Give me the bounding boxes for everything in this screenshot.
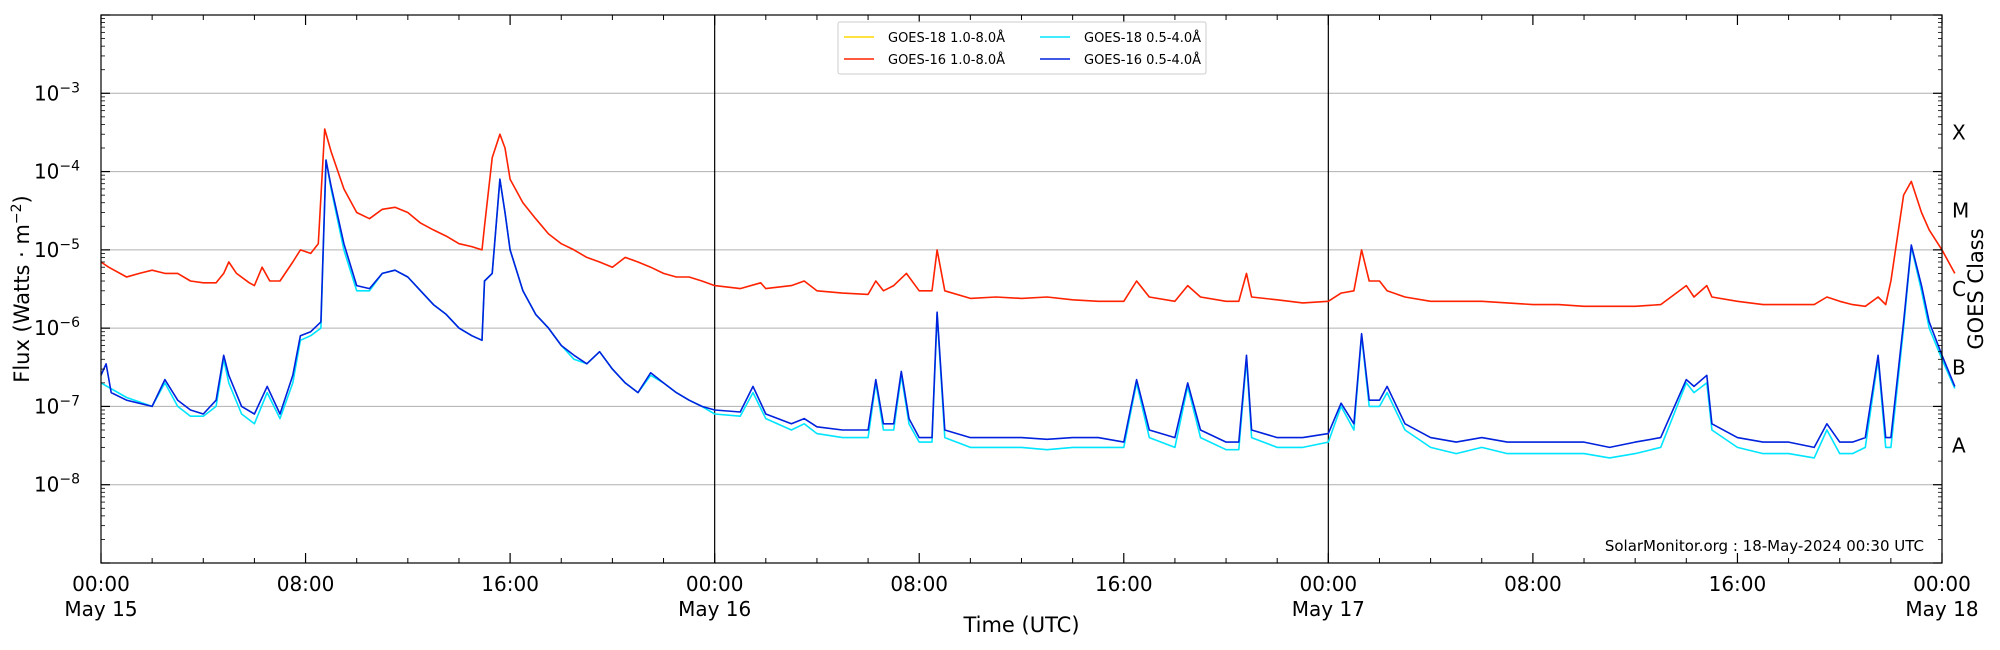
y-tick-label: 10−8	[34, 472, 80, 497]
legend-label: GOES-16 0.5-4.0Å	[1084, 52, 1201, 68]
x-tick-label: 08:00	[1504, 572, 1562, 596]
y-tick-label-base: 10	[34, 316, 59, 340]
y-tick-label-base: 10	[34, 238, 59, 262]
y-tick-label-base: 10	[34, 473, 59, 497]
y-tick-label-exponent: −7	[59, 393, 80, 409]
goes-class-label: B	[1952, 355, 1966, 379]
y-axis-title-close: )	[10, 195, 34, 203]
goes-class-labels: A B C M X	[1952, 120, 1969, 457]
goes-class-label: A	[1952, 434, 1966, 458]
y-tick-label-base: 10	[34, 160, 59, 184]
series-line	[100, 159, 1956, 449]
y-axis-title-main: Flux (Watts · m	[10, 224, 34, 383]
legend-label: GOES-18 0.5-4.0Å	[1084, 30, 1201, 46]
legend-label: GOES-16 1.0-8.0Å	[888, 52, 1005, 68]
y-tick-label-exponent: −8	[59, 472, 80, 488]
x-tick-label: 08:00	[890, 572, 948, 596]
y-tick-label-exponent: −6	[59, 315, 80, 331]
x-tick-label: 16:00	[1095, 572, 1153, 596]
y-tick-label-exponent: −5	[59, 237, 80, 253]
legend-box	[837, 21, 1207, 75]
x-tick-label: 00:00	[72, 572, 130, 596]
y-axis-title-exponent: −2	[9, 203, 25, 224]
y-tick-label-exponent: −3	[59, 80, 80, 96]
x-tick-label: 00:00	[686, 572, 744, 596]
y-axis-title: Flux (Watts · m−2)	[9, 195, 34, 383]
credit-text: SolarMonitor.org : 18-May-2024 00:30 UTC	[1605, 537, 1924, 555]
x-tick-date-label: May 17	[1292, 597, 1365, 621]
y-tick-label: 10−3	[34, 80, 80, 105]
x-tick-date-label: May 15	[64, 597, 137, 621]
series-lines	[100, 128, 1956, 459]
legend: GOES-18 1.0-8.0Å GOES-16 1.0-8.0Å GOES-18 …	[837, 21, 1207, 75]
goes-class-label: M	[1952, 199, 1969, 223]
x-tick-date-label: May 18	[1905, 597, 1978, 621]
x-axis-title: Time (UTC)	[962, 613, 1079, 637]
plot-frame	[100, 14, 1943, 564]
x-tick-label: 00:00	[1300, 572, 1358, 596]
series-line	[100, 128, 1956, 308]
x-tick-label: 08:00	[277, 572, 335, 596]
goes-class-label: C	[1952, 277, 1966, 301]
x-tick-label: 16:00	[1709, 572, 1767, 596]
grid-lines	[101, 92, 1942, 486]
goes-class-label: X	[1952, 120, 1966, 144]
day-separator-lines	[714, 15, 1329, 563]
y-tick-label: 10−4	[34, 159, 80, 184]
y-tick-label-base: 10	[34, 394, 59, 418]
series-line	[100, 159, 1956, 459]
x-tick-date-label: May 16	[678, 597, 751, 621]
legend-entries: GOES-18 1.0-8.0Å GOES-16 1.0-8.0Å GOES-18 …	[844, 30, 1201, 68]
x-tick-label: 00:00	[1913, 572, 1971, 596]
y-axis-right-title: GOES Class	[1964, 228, 1988, 349]
y-axis-ticks: 10−810−710−610−510−410−3	[34, 14, 1942, 564]
y-tick-label: 10−5	[34, 237, 80, 262]
x-tick-label: 16:00	[481, 572, 539, 596]
y-tick-label-base: 10	[34, 81, 59, 105]
y-tick-label: 10−6	[34, 315, 80, 340]
legend-label: GOES-18 1.0-8.0Å	[888, 30, 1005, 46]
y-tick-label-exponent: −4	[59, 159, 80, 175]
y-tick-label: 10−7	[34, 393, 80, 418]
